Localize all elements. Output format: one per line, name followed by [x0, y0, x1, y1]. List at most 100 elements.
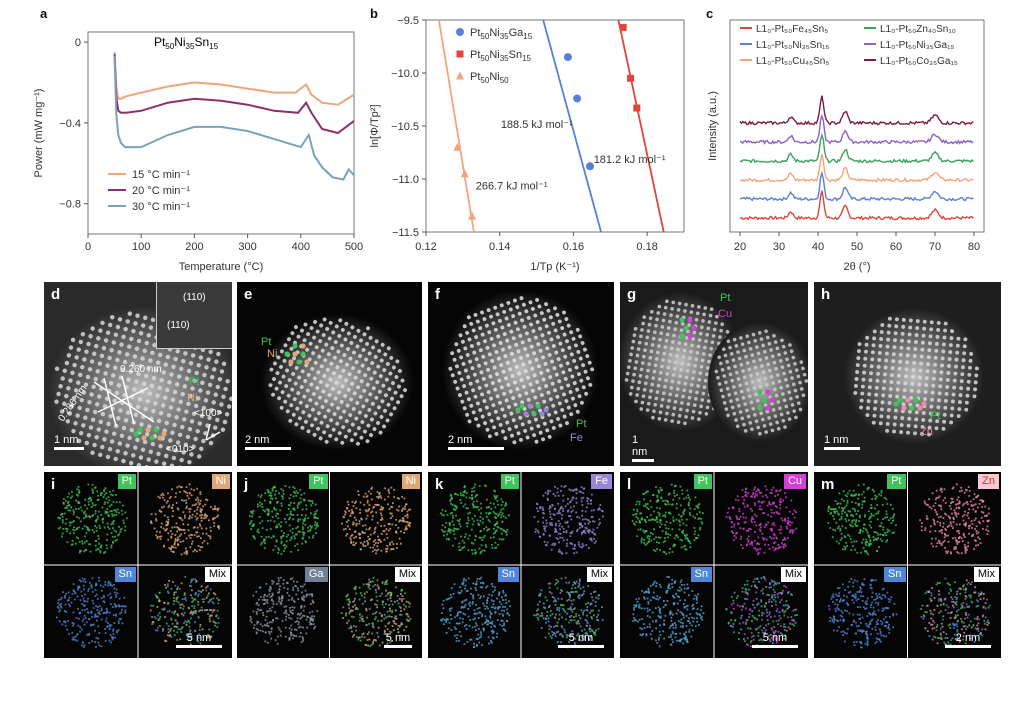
eds-signal [167, 625, 170, 627]
eds-signal [572, 489, 575, 492]
eds-signal [78, 489, 80, 492]
eds-signal [71, 631, 74, 634]
eds-signal [78, 586, 81, 589]
eds-signal [379, 612, 381, 615]
atom-column [727, 393, 732, 397]
eds-signal [103, 493, 106, 496]
atom-column [912, 354, 917, 358]
atom-column [943, 328, 948, 333]
eds-signal [575, 615, 577, 618]
eds-signal [383, 498, 386, 501]
eds-signal [99, 546, 102, 549]
eds-signal [492, 603, 495, 606]
eds-signal [379, 644, 381, 647]
atom-column [479, 370, 484, 375]
atom-column [683, 342, 688, 347]
atom-column [304, 404, 309, 409]
legend-label-0: 15 °C min⁻¹ [132, 169, 190, 181]
eds-signal [259, 504, 262, 507]
atom-column [972, 394, 977, 399]
eds-signal [482, 536, 485, 539]
atom-column [475, 319, 480, 324]
data-point [586, 162, 595, 171]
eds-signal [195, 610, 198, 613]
eds-signal [112, 628, 115, 631]
eds-signal [182, 540, 185, 543]
atom-column [732, 411, 737, 416]
eds-map-j: j Pt Ni Ga Mix 5 nm [237, 472, 422, 658]
eds-signal [280, 540, 283, 543]
eds-signal [391, 523, 394, 526]
eds-signal [579, 526, 581, 529]
atom-column [118, 408, 123, 413]
atom-column [310, 423, 314, 428]
eds-signal [564, 576, 567, 579]
eds-signal [112, 629, 115, 632]
eds-signal [346, 598, 349, 601]
eds-signal [311, 615, 313, 618]
eds-signal [280, 537, 283, 540]
atom-column [683, 421, 687, 426]
eds-signal [583, 628, 586, 631]
atom-column [932, 369, 937, 374]
eds-signal [455, 505, 458, 508]
eds-signal [291, 609, 294, 612]
eds-signal [452, 516, 454, 519]
eds-signal [252, 525, 255, 527]
eds-signal [345, 614, 347, 617]
eds-signal [381, 641, 384, 644]
eds-signal [62, 501, 65, 504]
eds-signal [154, 617, 157, 620]
atom-column [492, 425, 497, 430]
atom-column [281, 374, 286, 379]
atom-column [474, 417, 479, 421]
eds-signal [450, 607, 453, 610]
eds-signal [572, 547, 575, 550]
eds-signal [163, 544, 165, 547]
eds-signal [111, 638, 114, 641]
eds-signal [295, 533, 298, 536]
eds-signal [104, 583, 107, 586]
eds-signal [107, 496, 110, 498]
eds-signal [488, 528, 490, 531]
atom-column [115, 448, 121, 454]
eds-signal [542, 617, 545, 620]
eds-signal [275, 508, 278, 511]
atom-column [730, 378, 735, 383]
eds-signal [212, 508, 214, 511]
eds-signal [264, 492, 267, 495]
eds-signal [597, 508, 599, 511]
eds-signal [293, 535, 296, 537]
eds-signal [78, 612, 81, 615]
eds-signal [386, 610, 389, 613]
atom-column [652, 409, 656, 414]
eds-signal [199, 642, 202, 645]
atom-column [907, 409, 912, 414]
eds-signal [159, 625, 161, 627]
atom-column [199, 413, 205, 419]
eds-signal [368, 608, 371, 610]
eds-signal [355, 519, 358, 521]
eds-signal [277, 547, 280, 549]
atom-column [658, 410, 663, 415]
eds-signal [493, 489, 496, 492]
atom-column [887, 401, 892, 405]
eds-signal [279, 634, 282, 637]
eds-signal [172, 546, 175, 549]
eds-signal [500, 538, 503, 541]
eds-signal [197, 498, 200, 501]
eds-signal [81, 644, 83, 647]
atom-column [793, 362, 797, 366]
eds-signal [195, 580, 198, 583]
eds-signal [355, 524, 358, 527]
atom-column [788, 343, 792, 347]
eds-signal [469, 619, 471, 621]
atom-column [344, 378, 349, 383]
eds-signal [117, 620, 120, 623]
eds-signal [484, 608, 487, 610]
atom-column [60, 376, 65, 381]
eds-signal [463, 625, 466, 627]
atom-column [857, 349, 861, 354]
eds-signal [249, 521, 252, 524]
eds-signal [441, 524, 444, 527]
